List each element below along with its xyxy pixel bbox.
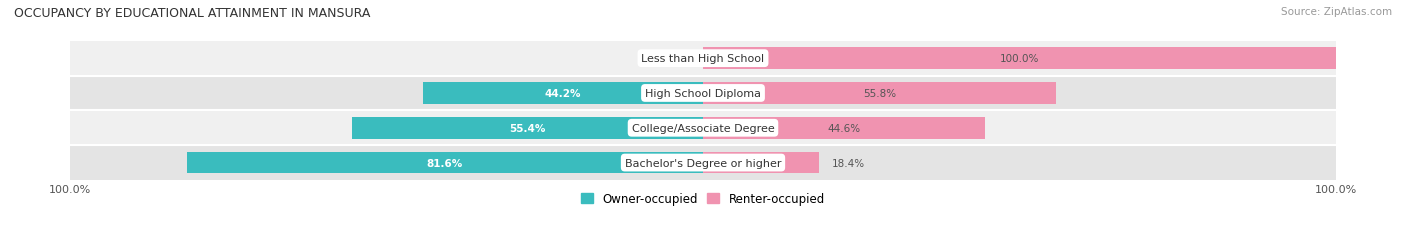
- Text: 55.8%: 55.8%: [863, 88, 896, 99]
- Text: Less than High School: Less than High School: [641, 54, 765, 64]
- Text: 0.0%: 0.0%: [671, 54, 697, 64]
- Bar: [703, 118, 986, 139]
- Bar: [187, 152, 703, 174]
- Text: 44.2%: 44.2%: [546, 88, 582, 99]
- Bar: [70, 146, 1336, 180]
- Bar: [703, 152, 820, 174]
- Bar: [70, 76, 1336, 111]
- Text: 100.0%: 100.0%: [1000, 54, 1039, 64]
- Bar: [703, 48, 1336, 70]
- Text: Source: ZipAtlas.com: Source: ZipAtlas.com: [1281, 7, 1392, 17]
- Text: High School Diploma: High School Diploma: [645, 88, 761, 99]
- Text: 44.6%: 44.6%: [828, 123, 860, 133]
- Text: 55.4%: 55.4%: [509, 123, 546, 133]
- Text: 81.6%: 81.6%: [427, 158, 463, 168]
- Bar: [423, 83, 703, 104]
- Bar: [70, 111, 1336, 146]
- Bar: [70, 42, 1336, 76]
- Text: College/Associate Degree: College/Associate Degree: [631, 123, 775, 133]
- Text: Bachelor's Degree or higher: Bachelor's Degree or higher: [624, 158, 782, 168]
- Text: OCCUPANCY BY EDUCATIONAL ATTAINMENT IN MANSURA: OCCUPANCY BY EDUCATIONAL ATTAINMENT IN M…: [14, 7, 370, 20]
- Text: 18.4%: 18.4%: [832, 158, 865, 168]
- Bar: [703, 83, 1056, 104]
- Bar: [353, 118, 703, 139]
- Legend: Owner-occupied, Renter-occupied: Owner-occupied, Renter-occupied: [581, 192, 825, 205]
